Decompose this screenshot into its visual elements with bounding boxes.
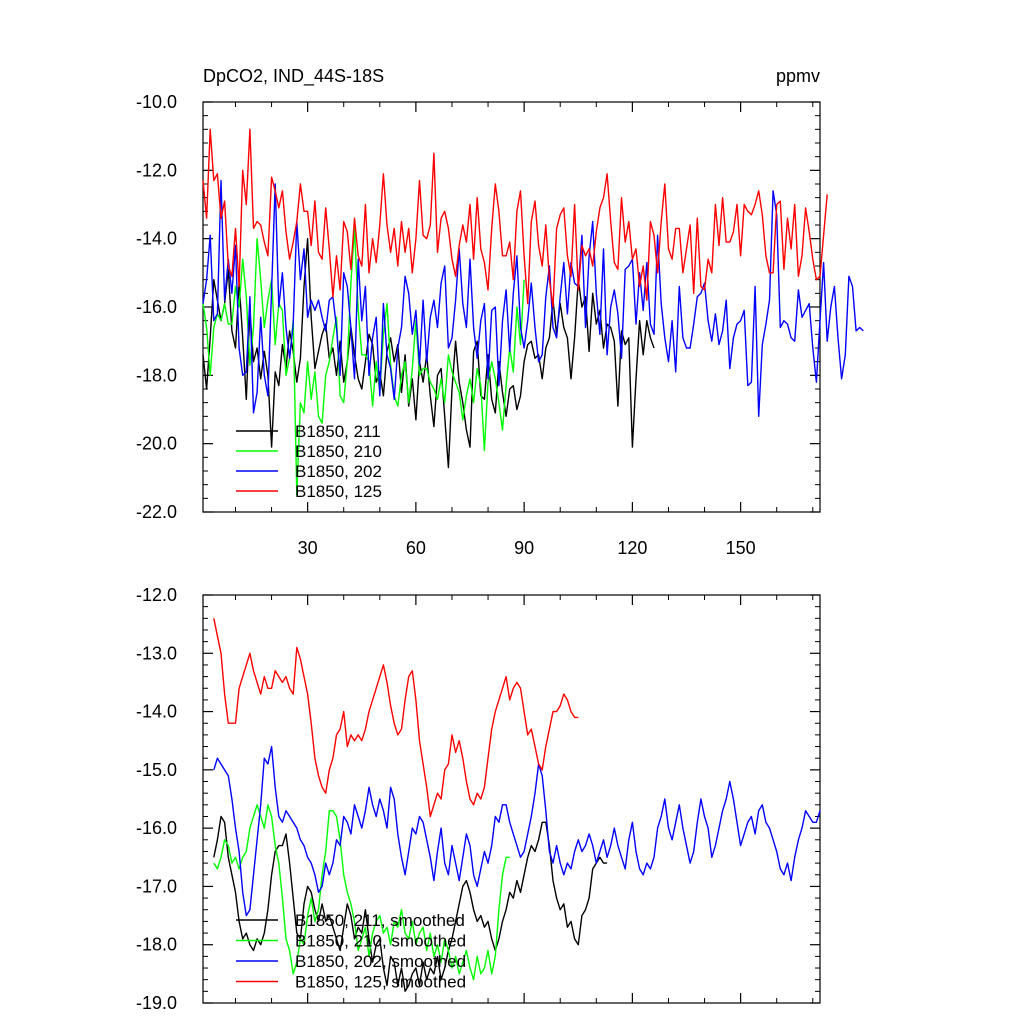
series-line-4 bbox=[213, 618, 579, 818]
chart-title: DpCO2, IND_44S-18S bbox=[203, 66, 384, 87]
legend-label: B1850, 211 bbox=[295, 422, 381, 441]
x-tick-label: 150 bbox=[726, 538, 756, 558]
series-line-1 bbox=[202, 237, 655, 469]
x-tick-label: 90 bbox=[514, 538, 534, 558]
x-tick-label: 30 bbox=[298, 538, 318, 558]
y-tick-label: -18.0 bbox=[136, 365, 177, 385]
y-tick-label: -13.0 bbox=[136, 643, 177, 663]
series-line-3 bbox=[213, 745, 821, 917]
chart-panel-2: -12.0 -13.0 -14.0 -15.0 -16.0 -17.0 -18.0 -19.0… bbox=[136, 585, 821, 1013]
y-tick-label: -16.0 bbox=[136, 297, 177, 317]
plot-frame bbox=[202, 594, 821, 1004]
y-tick-label: -18.0 bbox=[136, 935, 177, 955]
series-line-1 bbox=[213, 815, 608, 992]
y-tick-label: -14.0 bbox=[136, 702, 177, 722]
units-label: ppmv bbox=[776, 66, 820, 86]
y-tick-label: -16.0 bbox=[136, 818, 177, 838]
y-tick-label: -10.0 bbox=[136, 92, 177, 112]
y-tick-label: -22.0 bbox=[136, 502, 177, 522]
series-line-3 bbox=[202, 179, 864, 417]
y-tick-label: -19.0 bbox=[136, 993, 177, 1013]
y-tick-label: -12.0 bbox=[136, 585, 177, 605]
legend-label: B1850, 210 bbox=[295, 442, 382, 461]
series-line-2 bbox=[213, 804, 510, 981]
y-tick-label: -15.0 bbox=[136, 760, 177, 780]
y-tick-label: -14.0 bbox=[136, 229, 177, 249]
legend-label: B1850, 125, smoothed bbox=[295, 973, 466, 992]
y-tick-label: -20.0 bbox=[136, 434, 177, 454]
y-tick-label: -12.0 bbox=[136, 160, 177, 180]
legend-label: B1850, 202 bbox=[295, 462, 382, 481]
legend-label: B1850, 125 bbox=[295, 482, 382, 501]
legend-label: B1850, 202, smoothed bbox=[295, 952, 466, 971]
x-tick-label: 120 bbox=[617, 538, 647, 558]
legend-label: B1850, 211, smoothed bbox=[295, 911, 465, 930]
x-tick-label: 60 bbox=[406, 538, 426, 558]
series-line-2 bbox=[202, 227, 525, 496]
series-line-4 bbox=[202, 128, 828, 308]
legend-label: B1850, 210, smoothed bbox=[295, 932, 466, 951]
y-tick-label: -17.0 bbox=[136, 876, 177, 896]
chart-panel-1: -10.0 -12.0 -14.0 -16.0 -18.0 -20.0 -22.0 30 60 9… bbox=[136, 92, 864, 558]
